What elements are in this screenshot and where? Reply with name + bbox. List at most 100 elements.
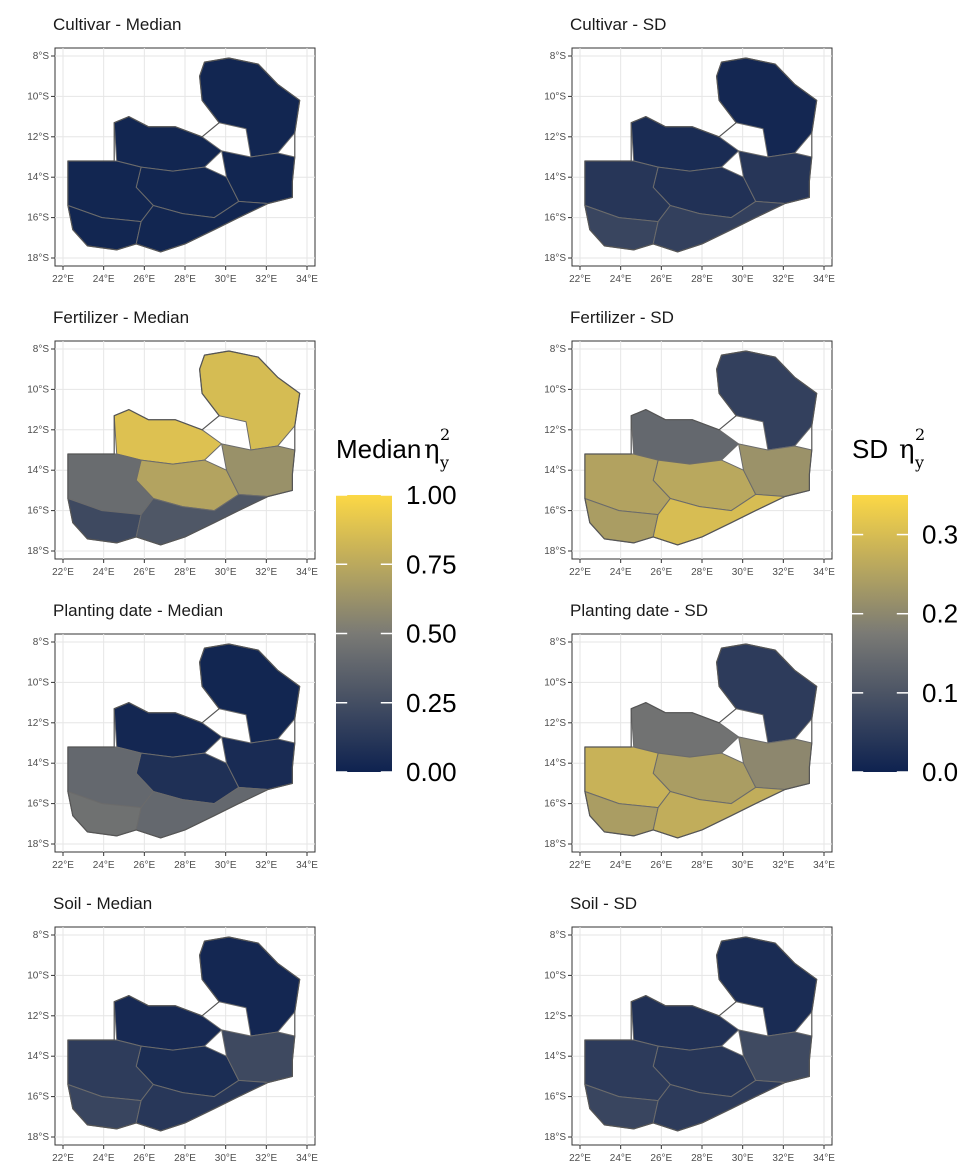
y-tick-label: 16°S xyxy=(544,213,566,224)
y-tick-label: 10°S xyxy=(27,384,49,395)
legend-sd-sub: y xyxy=(914,453,924,472)
y-tick-label: 18°S xyxy=(27,839,49,850)
x-tick-label: 22°E xyxy=(569,567,591,578)
x-tick-label: 32°E xyxy=(772,1153,794,1164)
colorbar-tick-label: 0.1 xyxy=(922,678,958,708)
y-tick-label: 10°S xyxy=(544,677,566,688)
colorbar-tick-label: 0.25 xyxy=(406,688,457,718)
y-tick-label: 8°S xyxy=(33,930,50,941)
colorbar-tick-label: 0.2 xyxy=(922,599,958,629)
x-tick-label: 28°E xyxy=(174,860,196,871)
x-tick-label: 26°E xyxy=(133,1153,155,1164)
x-tick-label: 24°E xyxy=(610,1153,632,1164)
panel-planting-date-sd: Planting date - SD 22°E 24°E 26°E 28°E 30°E 32… xyxy=(544,601,835,871)
x-tick-label: 26°E xyxy=(133,567,155,578)
y-tick-label: 18°S xyxy=(544,546,566,557)
y-tick-label: 12°S xyxy=(544,425,566,436)
legend-median-sub: y xyxy=(439,453,449,472)
x-tick-label: 26°E xyxy=(650,860,672,871)
x-tick-label: 30°E xyxy=(732,274,754,285)
x-tick-label: 28°E xyxy=(691,567,713,578)
x-tick-label: 32°E xyxy=(772,860,794,871)
x-tick-label: 22°E xyxy=(569,860,591,871)
panel-title: Fertilizer - Median xyxy=(53,308,189,327)
x-tick-label: 32°E xyxy=(772,274,794,285)
country-outline xyxy=(584,57,818,253)
y-tick-label: 18°S xyxy=(544,839,566,850)
y-tick-label: 16°S xyxy=(27,506,49,517)
panel-cultivar-median: Cultivar - Median 22°E 24°E 26°E 28°E 30°E 32°… xyxy=(27,15,318,285)
y-tick-label: 10°S xyxy=(27,677,49,688)
x-tick-label: 30°E xyxy=(215,274,237,285)
legend-sd: SD η y 2 0.3 0.2 0.1 0.0 xyxy=(852,425,958,787)
x-tick-label: 32°E xyxy=(255,567,277,578)
x-tick-label: 28°E xyxy=(174,274,196,285)
y-tick-label: 10°S xyxy=(27,970,49,981)
y-tick-label: 14°S xyxy=(27,758,49,769)
x-tick-label: 24°E xyxy=(93,1153,115,1164)
legend-median: Median η y 2 1.00 0.75 0.50 0.25 0.00 xyxy=(336,425,457,787)
x-tick-label: 22°E xyxy=(569,274,591,285)
x-tick-label: 24°E xyxy=(610,567,632,578)
x-tick-label: 24°E xyxy=(93,567,115,578)
colorbar-sd xyxy=(852,495,908,772)
panel-title: Cultivar - SD xyxy=(570,15,666,34)
x-tick-label: 28°E xyxy=(174,567,196,578)
x-tick-label: 34°E xyxy=(813,567,835,578)
legend-median-title: Median xyxy=(336,434,421,464)
y-tick-label: 8°S xyxy=(550,344,567,355)
x-tick-label: 22°E xyxy=(52,1153,74,1164)
x-tick-label: 30°E xyxy=(215,567,237,578)
x-tick-label: 24°E xyxy=(610,274,632,285)
x-tick-label: 34°E xyxy=(813,274,835,285)
country-outline xyxy=(67,643,301,839)
legend-sd-sup: 2 xyxy=(915,425,925,444)
x-tick-label: 22°E xyxy=(52,860,74,871)
x-tick-label: 34°E xyxy=(813,860,835,871)
y-tick-label: 10°S xyxy=(544,91,566,102)
y-tick-label: 14°S xyxy=(27,465,49,476)
x-tick-label: 30°E xyxy=(215,860,237,871)
legend-sd-symbol: η xyxy=(899,435,915,465)
colorbar-tick-label: 0.50 xyxy=(406,619,457,649)
x-tick-label: 28°E xyxy=(174,1153,196,1164)
y-tick-label: 8°S xyxy=(33,344,50,355)
y-tick-label: 8°S xyxy=(33,51,50,62)
colorbar-tick-label: 0.0 xyxy=(922,757,958,787)
y-tick-label: 18°S xyxy=(544,1132,566,1143)
y-tick-label: 16°S xyxy=(27,1092,49,1103)
x-tick-label: 32°E xyxy=(255,274,277,285)
x-tick-label: 34°E xyxy=(296,1153,318,1164)
x-tick-label: 32°E xyxy=(255,860,277,871)
country-outline xyxy=(584,936,818,1132)
y-tick-label: 18°S xyxy=(27,546,49,557)
panel-title: Soil - SD xyxy=(570,894,637,913)
x-tick-label: 30°E xyxy=(732,860,754,871)
panel-fertilizer-median: Fertilizer - Median 22°E 24°E 26°E 28°E 30°E 3… xyxy=(27,308,318,578)
y-tick-label: 12°S xyxy=(27,132,49,143)
y-tick-label: 12°S xyxy=(27,1011,49,1022)
x-tick-label: 26°E xyxy=(133,274,155,285)
y-tick-label: 8°S xyxy=(550,930,567,941)
y-tick-label: 18°S xyxy=(27,253,49,264)
y-tick-label: 12°S xyxy=(544,718,566,729)
panel-soil-sd: Soil - SD 22°E 24°E 26°E 28°E 30°E 32°E 34°E 8°S… xyxy=(544,894,835,1164)
x-tick-label: 34°E xyxy=(296,860,318,871)
y-tick-label: 8°S xyxy=(33,637,50,648)
panel-title: Planting date - Median xyxy=(53,601,223,620)
y-tick-label: 16°S xyxy=(544,799,566,810)
x-tick-label: 28°E xyxy=(691,860,713,871)
y-tick-label: 14°S xyxy=(544,758,566,769)
x-tick-label: 22°E xyxy=(52,567,74,578)
colorbar-tick-label: 1.00 xyxy=(406,480,457,510)
panel-soil-median: Soil - Median 22°E 24°E 26°E 28°E 30°E 32°E 34°… xyxy=(27,894,318,1164)
panel-fertilizer-sd: Fertilizer - SD 22°E 24°E 26°E 28°E 30°E 32°E 3… xyxy=(544,308,835,578)
y-tick-label: 14°S xyxy=(544,465,566,476)
x-tick-label: 24°E xyxy=(93,860,115,871)
country-outline xyxy=(584,643,818,839)
x-tick-label: 26°E xyxy=(650,1153,672,1164)
y-tick-label: 12°S xyxy=(27,718,49,729)
colorbar-tick-label: 0.75 xyxy=(406,549,457,579)
country-outline xyxy=(67,936,301,1132)
